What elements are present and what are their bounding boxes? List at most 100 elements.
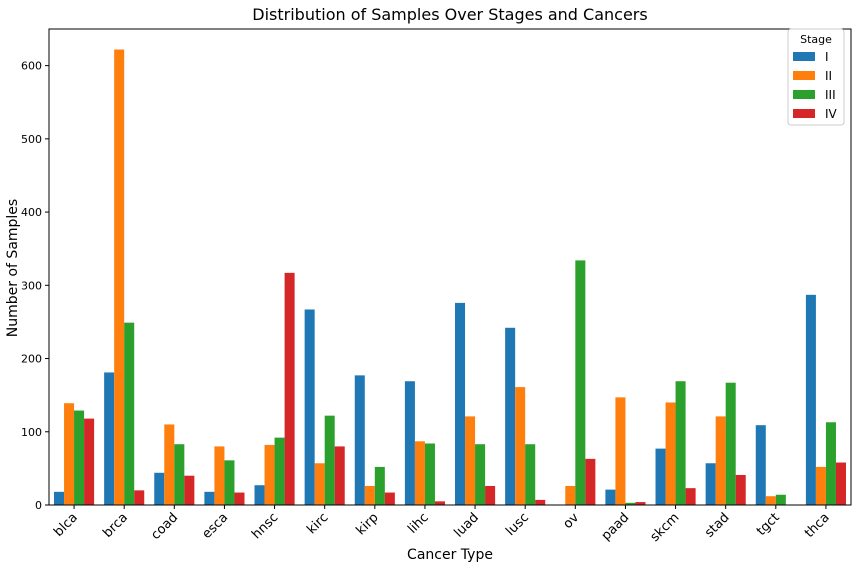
bar-skcm-stage-II [665,402,676,505]
x-tick-label: paad [599,510,633,544]
y-tick-label: 200 [21,353,42,366]
bar-lihc-stage-III [424,443,435,505]
y-axis: 0 100 200 300 400 500 600 [21,60,49,512]
bar-thca-stage-IV [835,462,846,505]
bar-kirp-stage-II [364,485,375,505]
bar-esca-stage-II [214,446,225,505]
legend-label-stage-IV: IV [825,107,838,121]
x-tick-label: kirc [304,510,331,537]
bar-blca-stage-I [54,491,65,505]
bar-blca-stage-III [74,410,85,505]
bar-tgct-stage-I [755,425,766,505]
x-tick-label: hnsc [249,510,281,542]
bar-lihc-stage-IV [434,501,445,505]
bar-tgct-stage-II [765,496,776,505]
legend-swatch-stage-II [793,71,815,80]
bar-lusc-stage-III [525,444,536,505]
plot-frame [48,28,852,506]
legend-swatch-stage-I [793,52,815,61]
bar-esca-stage-IV [234,492,245,505]
x-tick-label: luad [451,510,481,540]
legend-label-stage-II: II [825,69,832,83]
bar-ov-stage-IV [585,458,596,505]
bar-coad-stage-IV [184,475,195,505]
x-tick-label: kirp [354,510,382,538]
bar-ov-stage-III [575,260,586,505]
bar-blca-stage-IV [84,418,95,505]
bar-brca-stage-I [104,372,115,505]
bar-thca-stage-II [815,466,826,505]
bar-lusc-stage-II [515,387,526,505]
bar-skcm-stage-I [655,448,666,505]
bar-coad-stage-I [154,472,165,505]
chart-title: Distribution of Samples Over Stages and … [252,5,647,24]
bar-thca-stage-III [825,422,836,505]
bar-ov-stage-II [565,485,576,505]
legend-label-stage-III: III [825,88,836,102]
bar-brca-stage-III [124,322,135,505]
bar-coad-stage-II [164,424,175,505]
bar-skcm-stage-IV [685,488,696,505]
bar-skcm-stage-III [675,381,686,505]
bar-hnsc-stage-I [254,485,265,505]
x-tick-label: thca [802,510,833,541]
x-tick-label: brca [100,510,131,541]
legend-swatch-stage-IV [793,109,815,118]
x-tick-label: tgct [754,510,783,539]
x-axis-label: Cancer Type [407,547,493,563]
x-tick-label: coad [148,510,181,543]
x-axis: blca brca coad esca hnsc kirc kirp lihc luad lusc… [51,505,833,545]
bar-kirc-stage-IV [334,446,345,505]
x-tick-label: blca [51,510,81,540]
bar-kirc-stage-II [314,463,325,505]
x-tick-label: lusc [503,510,532,539]
bar-kirc-stage-III [324,415,335,505]
legend-label-stage-I: I [825,50,829,64]
bar-stad-stage-I [705,463,716,505]
bar-kirp-stage-IV [384,492,395,505]
bar-kirc-stage-I [304,309,315,505]
bar-stad-stage-III [725,382,736,505]
y-tick-label: 300 [21,279,42,292]
bar-paad-stage-IV [635,502,646,505]
bar-thca-stage-I [805,294,816,505]
x-tick-label: esca [200,510,232,542]
bar-coad-stage-III [174,444,185,505]
bar-stad-stage-IV [735,474,746,505]
y-tick-label: 0 [35,499,42,512]
bar-lihc-stage-I [404,381,415,505]
y-axis-label: Number of Samples [5,199,21,337]
bar-hnsc-stage-III [274,437,285,505]
x-tick-label: lihc [405,510,432,537]
bar-lusc-stage-IV [535,499,546,505]
y-tick-label: 500 [21,133,42,146]
bar-esca-stage-III [224,460,235,505]
y-tick-label: 400 [21,206,42,219]
bar-tgct-stage-III [775,494,786,505]
legend-title: Stage [800,33,832,46]
bar-stad-stage-II [715,416,726,505]
bar-blca-stage-II [64,403,75,505]
y-tick-label: 600 [21,60,42,73]
bar-luad-stage-IV [485,485,496,505]
bars-group [54,49,846,506]
bar-luad-stage-I [455,302,466,505]
y-tick-label: 100 [21,426,42,439]
bar-paad-stage-III [625,502,636,505]
bar-luad-stage-II [465,416,476,505]
x-tick-label: ov [560,510,582,532]
bar-kirp-stage-I [354,375,365,505]
bar-brca-stage-IV [134,490,145,505]
bar-esca-stage-I [204,491,215,505]
bar-lihc-stage-II [414,441,425,505]
bar-lusc-stage-I [505,327,516,505]
bar-luad-stage-III [475,444,486,505]
bar-paad-stage-II [615,397,626,505]
x-tick-label: skcm [648,510,683,545]
bar-kirp-stage-III [374,466,385,505]
legend-swatch-stage-III [793,90,815,99]
bar-brca-stage-II [114,49,125,506]
x-tick-label: stad [702,510,732,540]
